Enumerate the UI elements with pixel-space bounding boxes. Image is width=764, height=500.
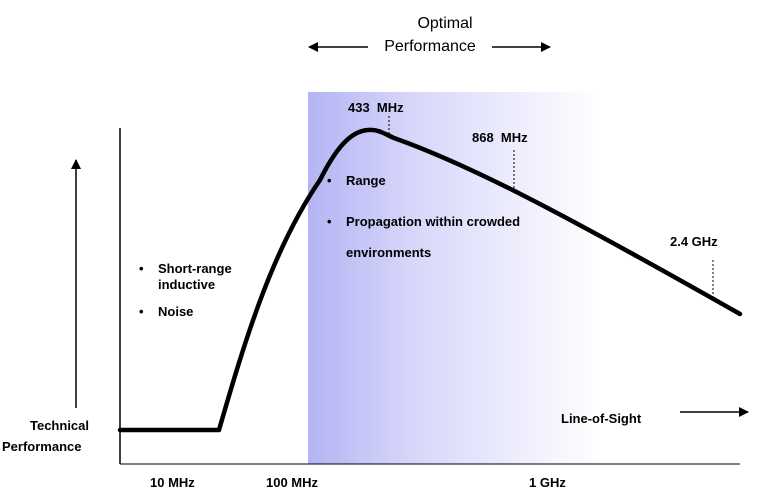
x-tick-10mhz: 10 MHz <box>150 475 195 490</box>
y-axis-label-line2: Performance <box>2 439 82 454</box>
left-bullet-noise: Noise <box>139 305 194 318</box>
marker-24ghz-label: 2.4 GHz <box>670 234 718 249</box>
left-bullet-short-range: Short-range inductive <box>139 261 248 293</box>
y-axis-label-line1: Technical <box>30 418 90 433</box>
x-tick-100mhz: 100 MHz <box>266 475 319 490</box>
x-tick-1ghz: 1 GHz <box>529 475 566 490</box>
optimal-bullet-range: Range <box>327 174 386 187</box>
title-line2: Performance <box>368 39 492 55</box>
performance-curve <box>117 127 743 433</box>
marker-868-label: 868 MHz <box>472 130 528 145</box>
line-of-sight-label: Line-of-Sight <box>561 411 642 426</box>
optimal-band <box>308 92 600 464</box>
optimal-bullet-propagation: Propagation within crowded environments <box>327 206 546 268</box>
marker-433-label: 433 MHz <box>348 100 404 115</box>
title-line1: Optimal <box>417 15 473 32</box>
